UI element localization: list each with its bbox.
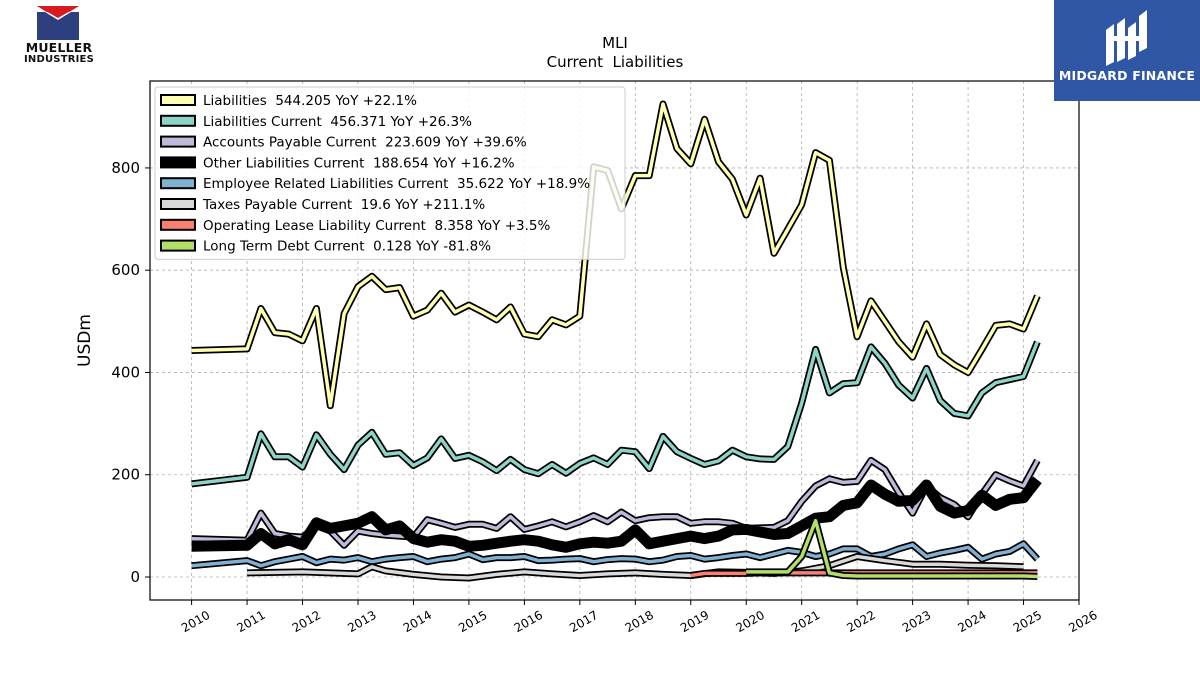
legend-swatch (160, 156, 196, 169)
x-tick-label: 2020 (733, 608, 766, 635)
x-tick-label: 2015 (456, 608, 489, 635)
mueller-logo-icon (37, 6, 79, 40)
legend-swatch (160, 177, 196, 190)
legend-label: Other Liabilities Current 188.654 YoY +1… (203, 155, 515, 171)
x-tick-label: 2012 (290, 608, 323, 635)
legend-label: Liabilities Current 456.371 YoY +26.3% (203, 114, 472, 130)
series-line-8 (746, 518, 1038, 579)
brand-name-line2: INDUSTRIES (24, 54, 94, 65)
x-tick-label: 2010 (179, 608, 212, 635)
x-tick-label: 2014 (401, 608, 434, 635)
y-tick-label: 400 (111, 363, 140, 381)
x-tick-label: 2025 (1011, 608, 1044, 635)
legend-label: Employee Related Liabilities Current 35.… (203, 176, 590, 192)
legend-swatch (160, 94, 196, 106)
legend-box (154, 86, 626, 260)
series-line-6 (247, 554, 1024, 580)
series-layer (191, 100, 1042, 582)
x-tick-label: 2016 (512, 608, 545, 635)
legend-label: Long Term Debt Current 0.128 YoY -81.8% (203, 239, 491, 255)
legend-label: Accounts Payable Current 223.609 YoY +39… (203, 135, 527, 151)
plot-frame (149, 80, 1080, 601)
mueller-industries-logo: MUELLER INDUSTRIES (18, 6, 100, 66)
y-tick-label: 200 (111, 466, 140, 484)
series-line-2 (191, 341, 1040, 486)
x-tick-label: 2024 (955, 608, 988, 635)
series-line-2-outline (191, 340, 1041, 488)
x-tick-label: 2018 (623, 608, 656, 635)
series-line-other-liabilities-current (191, 476, 1042, 553)
legend-swatch (160, 135, 196, 148)
chart-subtitle: Current Liabilities (547, 53, 684, 71)
y-tick-label: 800 (111, 159, 140, 177)
x-tick-label: 2013 (345, 608, 378, 635)
legend-swatch (160, 114, 196, 127)
midgard-logo-icon (1106, 10, 1147, 66)
chart-title: MLI (602, 34, 628, 52)
x-tick-label: 2017 (567, 608, 600, 635)
series-line-5 (191, 542, 1039, 568)
midgard-finance-name: MIDGARD FINANCE (1058, 68, 1196, 83)
legend-swatch (160, 239, 196, 252)
x-tick-label: 2021 (789, 608, 822, 635)
legend-label: Liabilities 544.205 YoY +22.1% (203, 93, 417, 109)
series-line-1 (191, 102, 1040, 408)
brand-name-line1: MUELLER (25, 40, 93, 55)
midgard-finance-badge: MIDGARD FINANCE (1054, 0, 1200, 101)
legend-label: Operating Lease Liability Current 8.358 … (203, 218, 550, 234)
x-tick-label: 2011 (234, 608, 267, 635)
x-tick-label: 2026 (1066, 608, 1099, 635)
y-tick-label: 600 (111, 261, 140, 279)
legend-label: Taxes Payable Current 19.6 YoY +211.1% (202, 197, 485, 213)
x-tick-label: 2022 (844, 608, 877, 635)
y-axis-label: USDm (75, 314, 95, 367)
legend-swatch (160, 198, 196, 210)
legend: Liabilities 544.205 YoY +22.1% Liabilitie… (154, 86, 626, 260)
x-tick-label: 2023 (900, 608, 933, 635)
x-tick-label: 2019 (678, 608, 711, 635)
legend-swatch (160, 218, 196, 231)
y-tick-label: 0 (130, 568, 140, 586)
